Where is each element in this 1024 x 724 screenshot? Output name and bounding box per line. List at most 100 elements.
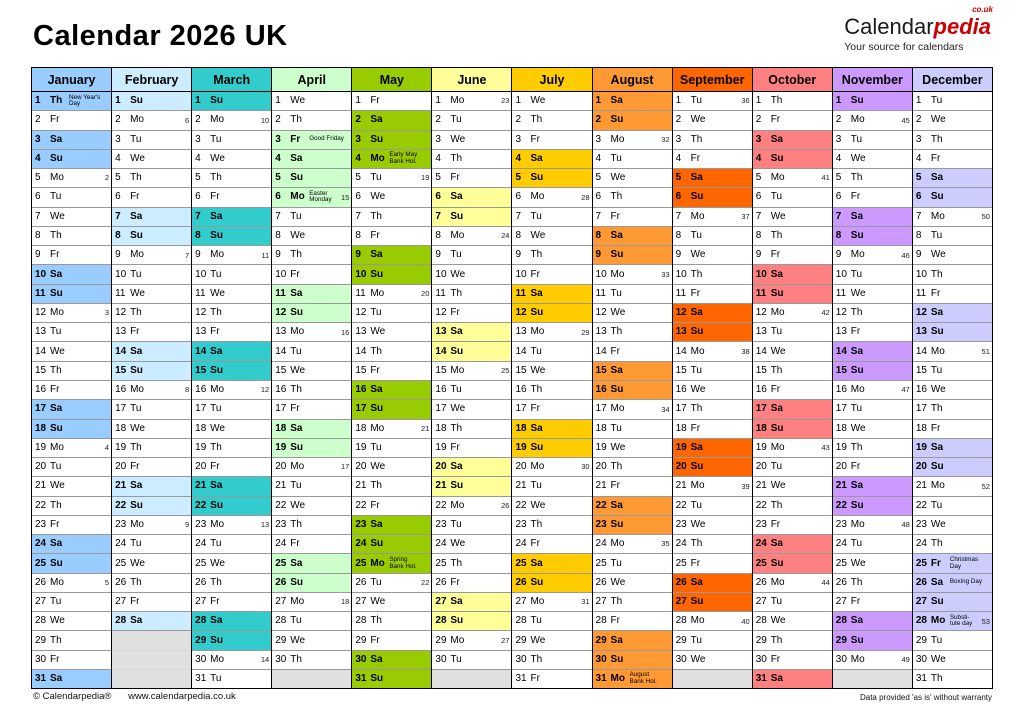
day-cell-october-10: 10 Sa [752,265,832,285]
day-cell-may-16: 16 Sa [352,380,432,401]
day-number: 19 [915,441,927,453]
weekday-label: Su [850,229,864,241]
day-cell-august-31: 31 Mo August Bank Hol. [592,669,672,689]
day-number: 29 [435,634,447,646]
day-cell-august-30: 30 Su [592,650,672,670]
day-number: 1 [515,95,522,107]
day-cell-january-30: 30 Fr [32,651,112,670]
holiday-label: Spring Bank Hol. [389,555,417,570]
weekday-label: Th [530,384,543,396]
day-cell-february-13: 13 Fr [112,323,192,343]
day-cell-july-7: 7 Tu [512,208,592,227]
day-number: 4 [755,152,762,164]
day-cell-september-4: 4 Fr [672,150,752,170]
week-number: 36 [741,96,750,106]
day-number: 12 [755,307,767,319]
day-cell-march-14: 14 Sa [192,342,272,362]
weekday-label: Fr [290,268,300,280]
weekday-label: Th [530,114,543,126]
day-number: 13 [595,326,607,338]
day-number: 10 [275,268,287,280]
month-days-january: 1 Th New Year's Day 2 Fr 3 Sa 4 Su 5 Mo 2 6 Tu 7 We 8 Th 9 F… [32,92,112,689]
day-number: 23 [355,518,367,530]
day-number: 23 [35,518,47,530]
day-cell-january-12: 12 Mo 3 [32,304,112,324]
day-number: 22 [115,499,127,511]
day-number: 9 [435,249,441,261]
day-number: 4 [835,152,842,164]
weekday-label: Fr [610,615,620,627]
day-number: 26 [355,576,367,588]
day-number: 18 [675,422,687,434]
day-number: 30 [835,653,847,665]
day-cell-february-7: 7 Sa [112,207,192,227]
weekday-label: Su [370,268,384,280]
footer-url[interactable]: www.calendarpedia.co.uk [128,691,236,702]
weekday-label: Tu [850,268,863,280]
weekday-label: Su [450,210,464,222]
weekday-label: Fr [370,229,380,241]
day-cell-may-12: 12 Tu [352,304,432,324]
day-cell-september-23: 23 We [672,516,752,536]
weekday-label: Su [770,287,784,299]
day-cell-february-21: 21 Sa [112,477,192,497]
week-number: 18 [340,597,350,607]
day-cell-february-4: 4 We [112,150,192,170]
day-number: 13 [35,326,47,338]
day-number: 10 [675,268,687,280]
weekday-label: Th [610,191,623,203]
day-number: 22 [595,499,607,511]
weekday-label: Sa [610,229,623,241]
weekday-label: Mo [690,480,705,492]
month-column-june: June 1 Mo 23 2 Tu 3 We 4 Th 5 Fr 6 Sa 7 Su 8 Mo 24 9 Tu 10 We 1… [432,68,513,689]
week-number: 44 [821,578,830,588]
day-cell-september-28: 28 Mo 40 [672,612,752,632]
day-cell-june-27: 27 Sa [432,592,512,613]
weekday-label: Tu [930,634,943,646]
day-number: 10 [355,268,367,280]
day-number: 15 [915,364,927,376]
weekday-label: Mo [770,172,785,184]
day-cell-january-15: 15 Th [32,362,112,381]
day-number: 16 [35,384,47,396]
weekday-label: Mo [450,364,465,376]
day-number: 17 [515,403,527,415]
empty-cell-april [272,669,352,689]
day-number: 27 [275,596,287,608]
week-number: 37 [741,211,750,221]
day-number: 12 [915,307,927,319]
day-cell-october-23: 23 Fr [752,516,832,536]
weekday-label: Th [690,403,703,415]
day-number: 14 [195,345,207,357]
day-number: 25 [35,557,47,569]
weekday-label: Th [370,615,382,627]
day-number: 15 [675,364,687,376]
logo-tld: co.uk [972,5,993,14]
weekday-label: Su [690,596,704,608]
day-cell-march-15: 15 Su [192,361,272,381]
weekday-label: Mo [530,191,545,203]
day-number: 7 [835,210,842,222]
weekday-label: Th [930,673,943,685]
day-cell-june-25: 25 Th [432,554,512,574]
weekday-label: Tu [530,210,542,222]
day-cell-january-1: 1 Th New Year's Day [32,92,112,112]
day-cell-september-11: 11 Fr [672,285,752,304]
day-number: 19 [35,441,47,453]
day-cell-december-6: 6 Su [912,188,992,208]
day-cell-may-26: 26 Tu 22 [352,574,432,593]
weekday-label: Tu [930,229,943,241]
day-number: 17 [835,403,847,415]
day-number: 19 [835,441,847,453]
weekday-label: Fr [530,538,540,550]
day-cell-december-19: 19 Sa [912,438,992,459]
month-days-june: 1 Mo 23 2 Tu 3 We 4 Th 5 Fr 6 Sa 7 Su 8 Mo 24 9 Tu 10 We 11 Th 1… [432,92,512,689]
month-column-september: September 1 Tu 36 2 We 3 Th 4 Fr 5 Sa 6 Su 7 Mo 37 8 Tu 9 We… [672,68,753,689]
weekday-label: Mo [850,653,865,665]
weekday-label: Fr [210,596,220,608]
day-number: 21 [595,480,607,492]
day-number: 16 [435,384,447,396]
weekday-label: Fr [450,172,460,184]
weekday-label: We [850,422,866,434]
day-number: 4 [355,152,361,164]
